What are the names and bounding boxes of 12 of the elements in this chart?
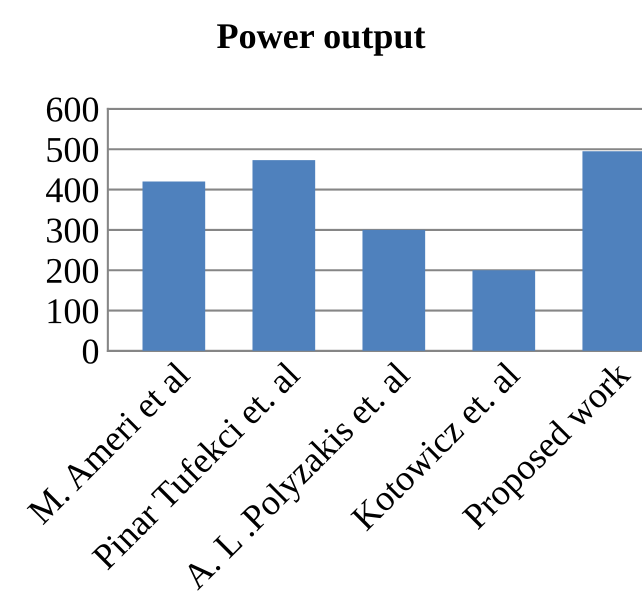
y-tick-label: 100 [48,299,98,324]
bar [252,160,316,351]
y-tick-label: 300 [47,218,98,243]
y-tick-label: 400 [46,178,98,202]
y-tick-label: 0 [82,339,98,364]
bar [472,270,536,351]
y-tick-label: 500 [47,138,98,162]
chart-title: Power output [217,24,426,56]
y-tick-label: 600 [46,97,98,122]
y-tick-label: 200 [46,258,98,284]
bar [142,182,206,351]
bar [362,230,426,351]
